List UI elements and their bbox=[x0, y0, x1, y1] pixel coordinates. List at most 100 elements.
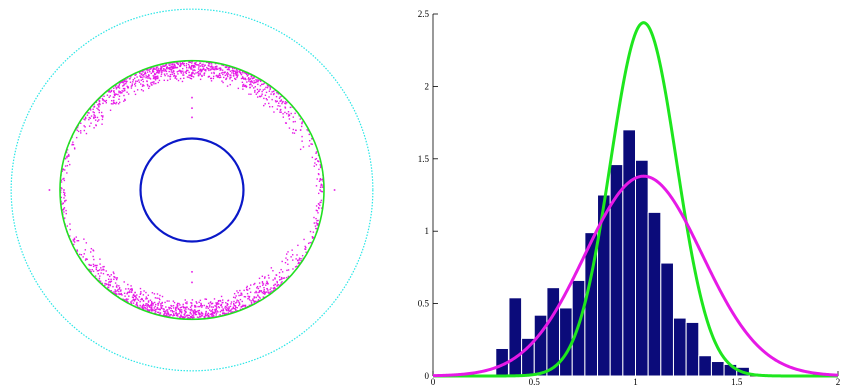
scatter-point bbox=[124, 98, 126, 101]
scatter-point bbox=[195, 313, 198, 316]
scatter-point bbox=[252, 82, 255, 84]
scatter-point bbox=[143, 84, 145, 87]
scatter-point bbox=[125, 78, 127, 81]
scatter-point bbox=[177, 313, 179, 315]
scatter-point bbox=[259, 95, 262, 98]
scatter-point bbox=[109, 91, 111, 93]
scatter-point bbox=[204, 64, 206, 67]
scatter-point bbox=[153, 301, 156, 304]
scatter-point bbox=[256, 91, 259, 94]
scatter-point bbox=[202, 313, 204, 315]
scatter-point bbox=[190, 309, 192, 312]
scatter-point bbox=[203, 68, 205, 70]
scatter-point bbox=[214, 309, 217, 312]
scatter-point bbox=[157, 69, 159, 71]
scatter-point bbox=[263, 82, 265, 85]
scatter-point bbox=[108, 275, 111, 278]
scatter-point bbox=[187, 69, 189, 72]
scatter-point bbox=[187, 314, 190, 317]
scatter-point bbox=[174, 76, 177, 78]
scatter-point bbox=[239, 71, 241, 74]
scatter-point bbox=[104, 100, 107, 103]
scatter-point bbox=[234, 77, 236, 80]
scatter-point bbox=[157, 71, 159, 74]
scatter-point bbox=[62, 208, 65, 210]
scatter-point bbox=[94, 275, 97, 277]
scatter-point bbox=[315, 157, 318, 160]
scatter-point bbox=[95, 101, 98, 103]
scatter-point bbox=[117, 93, 119, 96]
scatter-point bbox=[203, 304, 205, 307]
scatter-point bbox=[133, 299, 136, 302]
scatter-point bbox=[257, 295, 259, 297]
scatter-point bbox=[195, 306, 197, 308]
scatter-point bbox=[155, 68, 157, 70]
scatter-point bbox=[273, 92, 275, 95]
scatter-point bbox=[268, 277, 270, 279]
scatter-point bbox=[106, 94, 109, 96]
scatter-point bbox=[142, 300, 145, 302]
scatter-point bbox=[120, 92, 122, 94]
scatter-point bbox=[182, 317, 185, 319]
scatter-point bbox=[282, 113, 284, 115]
scatter-point bbox=[320, 165, 322, 167]
scatter-point bbox=[265, 291, 268, 293]
scatter-point bbox=[113, 276, 116, 278]
scatter-point bbox=[265, 86, 267, 89]
scatter-point bbox=[254, 282, 256, 285]
scatter-point bbox=[311, 237, 314, 239]
scatter-point bbox=[223, 312, 226, 314]
scatter-point bbox=[272, 93, 275, 96]
scatter-point bbox=[152, 71, 154, 73]
scatter-point bbox=[261, 282, 264, 284]
x-tick-label: 1.5 bbox=[731, 377, 743, 385]
scatter-point bbox=[156, 77, 158, 80]
scatter-point bbox=[144, 72, 146, 74]
scatter-point bbox=[272, 279, 274, 281]
scatter-point bbox=[217, 311, 219, 313]
scatter-point bbox=[274, 277, 276, 279]
scatter-point bbox=[194, 63, 196, 65]
scatter-point bbox=[149, 67, 151, 70]
scatter-point bbox=[101, 282, 104, 285]
scatter-point bbox=[175, 311, 177, 314]
scatter-point bbox=[191, 299, 194, 301]
scatter-point bbox=[163, 312, 166, 314]
scatter-point bbox=[150, 304, 153, 307]
scatter-point bbox=[158, 311, 160, 314]
scatter-point bbox=[193, 64, 195, 67]
scatter-point bbox=[130, 87, 133, 89]
scatter-point bbox=[251, 85, 253, 87]
scatter-point bbox=[165, 310, 167, 312]
scatter-point bbox=[147, 304, 149, 307]
scatter-point bbox=[224, 74, 227, 77]
scatter-point bbox=[213, 71, 215, 74]
scatter-point bbox=[199, 305, 201, 308]
histogram-bar bbox=[533, 314, 548, 377]
scatter-point bbox=[139, 72, 141, 75]
scatter-point bbox=[106, 274, 109, 276]
scatter-point bbox=[209, 63, 211, 65]
scatter-point bbox=[182, 70, 184, 72]
scatter-point bbox=[219, 74, 221, 77]
scatter-point bbox=[298, 259, 300, 261]
scatter-point bbox=[125, 81, 127, 83]
scatter-point bbox=[275, 274, 277, 276]
scatter-point bbox=[136, 298, 139, 300]
scatter-point bbox=[205, 68, 207, 71]
scatter-point bbox=[157, 304, 159, 306]
scatter-point bbox=[271, 91, 273, 93]
scatter-point bbox=[182, 74, 184, 76]
scatter-point bbox=[240, 72, 242, 74]
y-tick-label: 2 bbox=[425, 81, 430, 91]
scatter-point bbox=[137, 299, 140, 301]
scatter-point bbox=[218, 76, 221, 79]
scatter-point bbox=[294, 120, 296, 123]
scatter-point bbox=[211, 311, 214, 313]
scatter-point bbox=[213, 68, 215, 70]
scatter-point bbox=[125, 82, 127, 85]
scatter-point bbox=[312, 236, 315, 239]
scatter-point bbox=[179, 69, 181, 72]
scatter-point bbox=[246, 72, 248, 75]
scatter-point bbox=[216, 74, 218, 77]
